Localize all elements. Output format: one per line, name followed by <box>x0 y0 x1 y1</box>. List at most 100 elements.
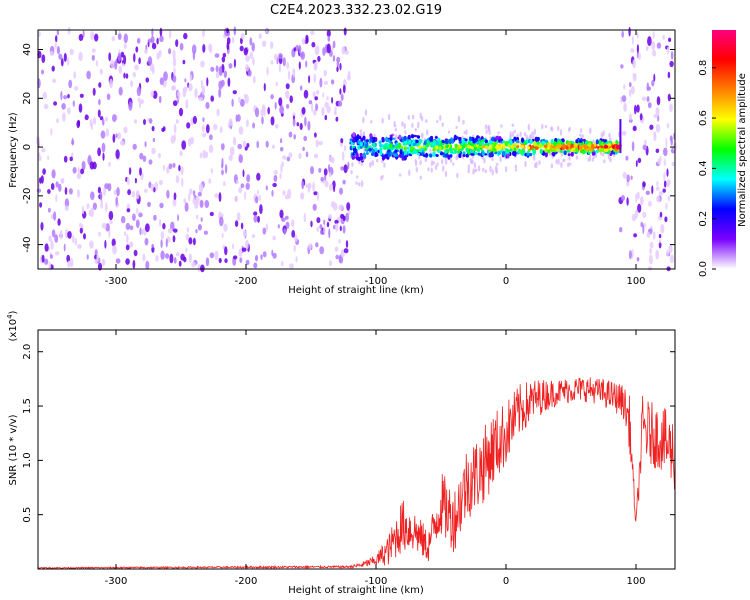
noise-blob <box>233 26 237 36</box>
noise-blob <box>191 44 197 55</box>
noise-blob <box>313 73 317 84</box>
noise-blob <box>631 141 635 152</box>
noise-blob <box>150 90 154 98</box>
noise-blob <box>221 169 224 176</box>
signal-blob <box>362 152 366 158</box>
noise-blob <box>188 237 193 245</box>
noise-blob <box>201 85 205 96</box>
noise-blob <box>240 183 245 188</box>
colorbar-tick-label: 0.4 <box>698 160 709 176</box>
noise-blob <box>658 239 661 244</box>
noise-blob <box>331 97 334 104</box>
noise-blob <box>59 230 63 240</box>
spectrogram-y-tick-label: -20 <box>22 188 33 204</box>
noise-blob <box>292 118 296 127</box>
signal-blob <box>488 148 492 153</box>
noise-blob <box>263 83 266 92</box>
signal-blob <box>506 149 511 153</box>
signal-blob <box>585 140 589 145</box>
noise-blob <box>316 89 320 95</box>
noise-blob <box>232 36 235 44</box>
noise-blob <box>125 244 130 251</box>
signal-halo-blob <box>426 129 429 136</box>
noise-blob <box>158 95 162 104</box>
signal-blob <box>403 155 407 161</box>
snr-y-tick-label: 0.5 <box>22 507 33 523</box>
noise-blob <box>96 253 99 263</box>
signal-halo-blob <box>559 129 563 136</box>
noise-blob <box>61 103 66 110</box>
signal-blob <box>556 143 560 149</box>
noise-blob <box>145 77 150 83</box>
noise-blob <box>317 55 321 62</box>
noise-blob <box>160 231 165 240</box>
signal-blob <box>538 143 542 149</box>
noise-blob <box>132 259 136 269</box>
signal-halo-blob <box>603 159 606 164</box>
noise-blob <box>56 118 59 123</box>
noise-blob <box>116 132 122 140</box>
noise-blob <box>285 104 290 109</box>
signal-halo-blob <box>609 157 612 163</box>
snr-x-tick-label: -200 <box>235 576 258 587</box>
noise-blob <box>108 210 114 221</box>
noise-blob <box>346 202 351 211</box>
noise-blob <box>213 123 218 131</box>
noise-blob <box>628 250 632 260</box>
noise-blob <box>89 240 94 249</box>
signal-halo-blob <box>560 161 563 168</box>
noise-blob <box>285 83 290 90</box>
noise-blob <box>141 228 145 235</box>
signal-halo-blob <box>600 132 603 139</box>
noise-blob <box>69 48 74 56</box>
noise-blob <box>50 240 54 250</box>
noise-blob <box>244 146 248 151</box>
noise-blob <box>177 91 181 97</box>
signal-blob <box>445 144 449 148</box>
noise-blob <box>278 97 283 107</box>
noise-blob <box>655 107 660 115</box>
signal-blob <box>570 151 574 157</box>
signal-halo-blob <box>419 175 422 180</box>
signal-halo-blob <box>444 170 448 178</box>
noise-blob <box>284 215 289 220</box>
noise-blob <box>640 221 644 228</box>
signal-halo-blob <box>350 170 353 175</box>
signal-halo-blob <box>414 128 417 132</box>
spectrogram-y-tick-label: 20 <box>22 92 33 105</box>
snr-exponent-base: (x10 <box>8 319 19 342</box>
noise-blob <box>49 254 53 259</box>
signal-halo-blob <box>589 127 592 135</box>
noise-blob <box>267 107 271 115</box>
signal-blob <box>432 151 436 157</box>
signal-blob <box>476 141 480 145</box>
noise-blob <box>69 156 73 162</box>
noise-blob <box>147 56 153 66</box>
noise-blob <box>149 118 153 124</box>
noise-blob <box>93 117 97 125</box>
noise-blob <box>63 95 68 100</box>
noise-blob <box>646 96 650 103</box>
noise-blob <box>223 223 228 232</box>
noise-blob <box>166 166 170 174</box>
noise-blob <box>175 175 180 184</box>
signal-blob <box>416 135 421 139</box>
snr-x-tick-label: -100 <box>365 576 388 587</box>
noise-blob <box>123 126 128 134</box>
noise-blob <box>262 251 267 258</box>
noise-blob <box>265 140 269 148</box>
noise-blob <box>168 163 173 170</box>
noise-blob <box>328 172 332 178</box>
noise-blob <box>56 30 60 36</box>
noise-blob <box>658 234 662 239</box>
noise-blob <box>249 37 253 46</box>
noise-blob <box>226 27 230 34</box>
signal-blob <box>423 147 427 152</box>
noise-blob <box>127 189 131 196</box>
noise-blob <box>315 139 319 148</box>
noise-blob <box>135 46 139 53</box>
noise-blob <box>136 86 142 97</box>
signal-halo-blob <box>514 168 518 172</box>
noise-blob <box>48 261 51 271</box>
noise-blob <box>204 200 210 208</box>
